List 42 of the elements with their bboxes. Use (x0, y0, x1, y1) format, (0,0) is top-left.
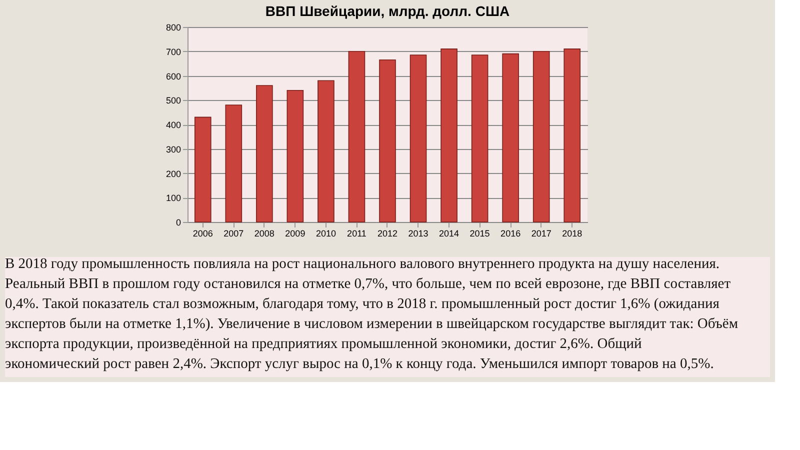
x-tick-label: 2011 (347, 228, 366, 238)
x-tick-label: 2016 (500, 228, 521, 238)
text: В 2018 году промышленность повлияла на рост национального валового внутреннего продукта на душу населения. (5, 256, 720, 272)
text: экспертов были на отметке 1,1%). Увеличение в числовом измерении в швейцарском государстве выглядит так: Объём (5, 316, 738, 332)
x-tick-label: 2007 (224, 228, 244, 238)
chart-title: ВВП Швейцарии, млрд. долл. США (265, 3, 510, 19)
x-tick-label: 2009 (285, 228, 306, 238)
y-tick-label: 100 (166, 193, 181, 204)
text: 0,4%. Такой показатель стал возможным, благодаря тому, что в 2018 г. промышленный рост достиг 1,6% (ожидания (5, 296, 720, 312)
x-tick-label: 2013 (408, 228, 428, 238)
bar (440, 48, 458, 222)
y-tick-label: 500 (166, 96, 181, 106)
text: Реальный ВВП в прошлом году остановился на отметке 0,7%, что больше, чем по всей еврозоне, где ВВП составляет (5, 276, 732, 292)
bar (379, 60, 396, 222)
bar (286, 90, 304, 222)
y-tick-label: 200 (166, 168, 181, 179)
x-tick-label: 2008 (254, 228, 274, 238)
y-tick-label: 400 (166, 120, 181, 130)
text: экономический рост равен 2,4%. Экспорт услуг вырос на 0,1% к концу года. Уменьшился импорт товаров на 0,5%. (5, 356, 714, 372)
y-tick-label: 700 (166, 46, 181, 57)
bar (318, 80, 334, 222)
bar (256, 85, 273, 222)
bar (348, 50, 366, 222)
bar (471, 54, 488, 222)
bar (502, 53, 519, 222)
x-tick-label: 2006 (192, 228, 213, 238)
x-tick-label: 2015 (470, 228, 490, 238)
y-tick-label: 600 (166, 71, 181, 82)
y-tick-label: 300 (166, 144, 181, 154)
bar (194, 116, 212, 222)
x-tick-label: 2017 (531, 228, 552, 238)
x-tick-label: 2010 (316, 228, 336, 238)
bar (410, 54, 427, 222)
bar (225, 104, 242, 222)
x-tick-label: 2012 (377, 228, 398, 238)
bar (564, 48, 581, 222)
x-tick-label: 2018 (562, 228, 582, 238)
x-tick-label: 2014 (439, 228, 460, 238)
y-tick-label: 800 (166, 22, 181, 32)
text: экспорта продукции, произведённой на предприятиях промышленной экономики, достиг 2,6%. Общий (5, 336, 642, 352)
bar (532, 50, 550, 222)
y-tick-label: 0 (176, 218, 181, 228)
